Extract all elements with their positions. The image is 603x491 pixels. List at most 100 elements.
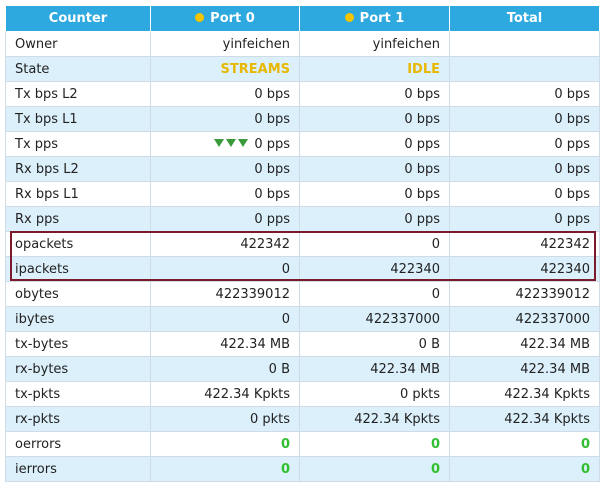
stats-body: Owner yinfeichen yinfeichen State STREAM…	[5, 31, 600, 482]
header-port-1[interactable]: Port 1	[299, 5, 450, 32]
header-counter[interactable]: Counter	[5, 5, 151, 32]
table-row-tx-pkts: tx-pkts 422.34 Kpkts 0 pkts 422.34 Kpkts	[5, 381, 600, 407]
port-0-value: 0	[150, 256, 300, 282]
total-value	[449, 31, 600, 57]
total-error-count: 0	[580, 436, 590, 452]
total-value: 422340	[449, 256, 600, 282]
port-0-value: 0 pkts	[150, 406, 300, 432]
total-value: 0 pps	[449, 131, 600, 157]
table-row-ierrors: ierrors 0 0 0	[5, 456, 600, 482]
port-0-value: yinfeichen	[150, 31, 300, 57]
table-row-rx-bps-l1: Rx bps L1 0 bps 0 bps 0 bps	[5, 181, 600, 207]
port-0-value: 0 bps	[150, 81, 300, 107]
table-row-ipackets: ipackets 0 422340 422340	[5, 256, 600, 282]
row-label: obytes	[5, 281, 151, 307]
table-row-opackets: opackets 422342 0 422342	[5, 231, 600, 257]
port-1-value: 0 bps	[299, 81, 450, 107]
row-label: opackets	[5, 231, 151, 257]
table-row-obytes: obytes 422339012 0 422339012	[5, 281, 600, 307]
port-1-value: 422.34 MB	[299, 356, 450, 382]
port-1-value: 422337000	[299, 306, 450, 332]
port-1-error-count: 0	[430, 436, 440, 452]
port-1-value: 422.34 Kpkts	[299, 406, 450, 432]
port-0-error-count: 0	[280, 436, 290, 452]
port-1-state-badge: IDLE	[407, 61, 440, 77]
port-0-value: 0	[150, 306, 300, 332]
row-label: rx-bytes	[5, 356, 151, 382]
table-row-tx-bps-l1: Tx bps L1 0 bps 0 bps 0 bps	[5, 106, 600, 132]
row-label: Owner	[5, 31, 151, 57]
total-value: 0 bps	[449, 106, 600, 132]
row-label: Tx bps L2	[5, 81, 151, 107]
table-row-rx-bps-l2: Rx bps L2 0 bps 0 bps 0 bps	[5, 156, 600, 182]
total-value: 0 bps	[449, 156, 600, 182]
table-row-rx-bytes: rx-bytes 0 B 422.34 MB 422.34 MB	[5, 356, 600, 382]
header-total[interactable]: Total	[449, 5, 600, 32]
port-0-value: 0 bps	[150, 181, 300, 207]
row-label: Tx pps	[5, 131, 151, 157]
table-row-owner: Owner yinfeichen yinfeichen	[5, 31, 600, 57]
total-value	[449, 56, 600, 82]
port-0-state-badge: STREAMS	[220, 61, 290, 77]
table-row-state: State STREAMS IDLE	[5, 56, 600, 82]
port-0-value: 0 B	[150, 356, 300, 382]
port-1-value: 0	[299, 281, 450, 307]
port-1-value: 0 bps	[299, 181, 450, 207]
port-1-value: 0	[299, 231, 450, 257]
row-label: Rx bps L2	[5, 156, 151, 182]
row-label: Rx bps L1	[5, 181, 151, 207]
port-1-value: 0 pps	[299, 131, 450, 157]
table-header-row: Counter Port 0 Port 1 Total	[5, 5, 600, 32]
port-0-status-dot-icon	[195, 13, 205, 22]
port-1-value: 0 pkts	[299, 381, 450, 407]
table-row-ibytes: ibytes 0 422337000 422337000	[5, 306, 600, 332]
table-row-tx-pps: Tx pps 0 pps 0 pps 0 pps	[5, 131, 600, 157]
total-value: 422.34 MB	[449, 331, 600, 357]
total-value: 0 bps	[449, 81, 600, 107]
total-value: 422.34 Kpkts	[449, 381, 600, 407]
port-stats-table: Counter Port 0 Port 1 Total Owner yinfei…	[5, 5, 600, 482]
total-value: 422.34 Kpkts	[449, 406, 600, 432]
total-value: 422342	[449, 231, 600, 257]
port-0-value: 0 bps	[150, 156, 300, 182]
port-0-value: 422.34 MB	[150, 331, 300, 357]
row-label: rx-pkts	[5, 406, 151, 432]
row-label: Tx bps L1	[5, 106, 151, 132]
port-0-value: 0 pps	[150, 206, 300, 232]
total-error-count: 0	[580, 461, 590, 477]
table-row-tx-bps-l2: Tx bps L2 0 bps 0 bps 0 bps	[5, 81, 600, 107]
total-value: 422339012	[449, 281, 600, 307]
total-value: 0 pps	[449, 206, 600, 232]
table-row-rx-pps: Rx pps 0 pps 0 pps 0 pps	[5, 206, 600, 232]
port-1-value: 0 pps	[299, 206, 450, 232]
port-0-value: 422.34 Kpkts	[150, 381, 300, 407]
port-0-value: 0 bps	[150, 106, 300, 132]
port-0-error-count: 0	[280, 461, 290, 477]
row-label: Rx pps	[5, 206, 151, 232]
row-label: tx-bytes	[5, 331, 151, 357]
port-1-error-count: 0	[430, 461, 440, 477]
trend-down-icon	[214, 137, 250, 152]
row-label: tx-pkts	[5, 381, 151, 407]
header-port-0[interactable]: Port 0	[150, 5, 300, 32]
port-1-value: 0 bps	[299, 106, 450, 132]
total-value: 422337000	[449, 306, 600, 332]
table-row-tx-bytes: tx-bytes 422.34 MB 0 B 422.34 MB	[5, 331, 600, 357]
row-label: ipackets	[5, 256, 151, 282]
total-value: 422.34 MB	[449, 356, 600, 382]
port-0-value: 422342	[150, 231, 300, 257]
table-row-oerrors: oerrors 0 0 0	[5, 431, 600, 457]
port-1-value: 0 bps	[299, 156, 450, 182]
port-1-value: 422340	[299, 256, 450, 282]
row-label: ierrors	[5, 456, 151, 482]
table-row-rx-pkts: rx-pkts 0 pkts 422.34 Kpkts 422.34 Kpkts	[5, 406, 600, 432]
port-1-status-dot-icon	[344, 13, 354, 22]
row-label: ibytes	[5, 306, 151, 332]
port-1-value: 0 B	[299, 331, 450, 357]
row-label: oerrors	[5, 431, 151, 457]
port-0-value: 422339012	[150, 281, 300, 307]
port-0-value: 0 pps	[254, 136, 290, 152]
port-1-value: yinfeichen	[299, 31, 450, 57]
total-value: 0 bps	[449, 181, 600, 207]
